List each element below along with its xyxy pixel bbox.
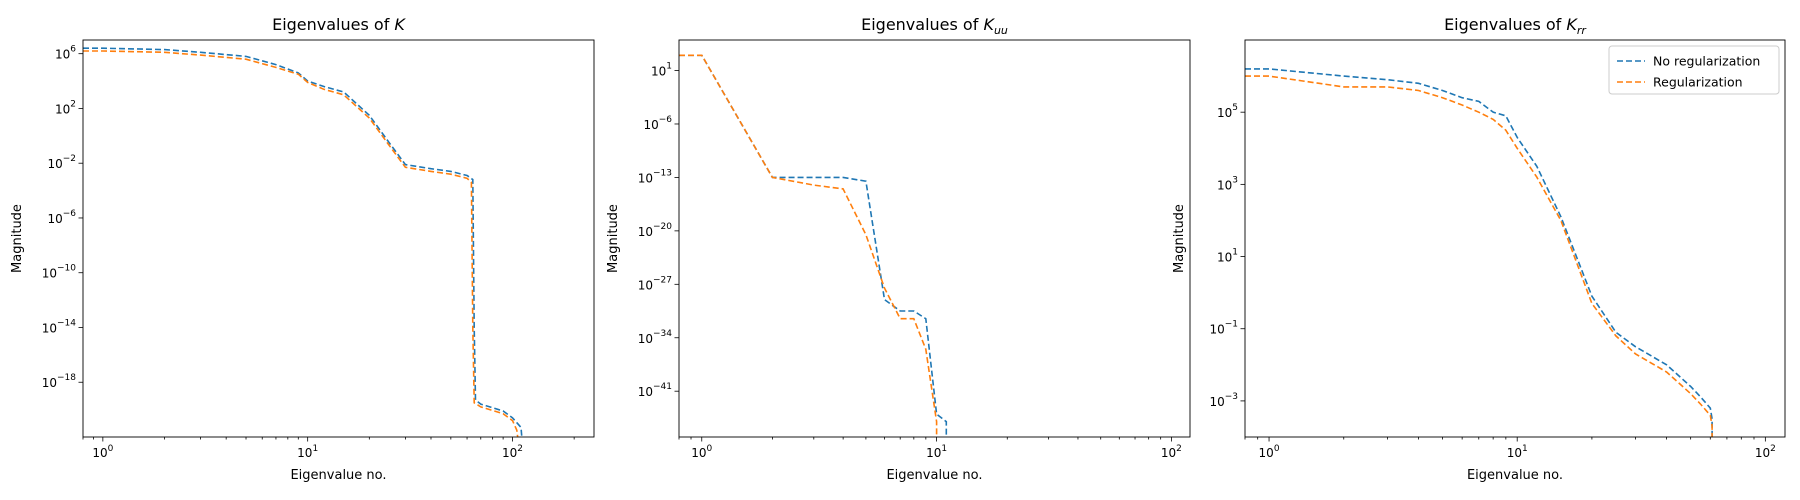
x-tick-label: 102 [502,444,523,460]
y-tick-label: 10−2 [47,154,76,171]
x-axis-label: Eigenvalue no. [290,468,386,483]
plot-frame [678,39,1191,438]
x-tick-label: 102 [1755,444,1776,460]
series-line-regularization [1245,75,1713,437]
y-axis-label: Magnitude [10,204,25,273]
y-tick-label: 10−3 [1209,391,1238,408]
x-tick-label: 101 [1507,444,1528,460]
legend: No regularization Regularization [1608,45,1780,95]
legend-label: Regularization [1653,75,1743,90]
x-tick-label: 100 [92,444,113,460]
y-tick-label: 10−6 [47,208,76,225]
y-tick-label: 101 [1217,247,1238,264]
chart-title: Eigenvalues of Kuu [861,15,1008,37]
chart-title: Eigenvalues of K [272,15,406,34]
x-axis-label: Eigenvalue no. [1467,468,1563,483]
y-tick-label: 10−14 [42,318,77,335]
y-tick-label: 10−6 [643,114,672,131]
x-tick-label: 101 [926,444,947,460]
y-tick-label: 10−34 [638,328,673,345]
y-tick-label: 10−1 [1209,319,1238,336]
series-line-regularization [83,50,519,437]
y-tick-label: 105 [1217,103,1238,120]
y-tick-label: 10−27 [638,275,672,292]
plot-frame [1244,39,1786,438]
series-line-no-regularization [83,47,523,437]
legend-label: No regularization [1653,54,1760,69]
x-tick-label: 101 [297,444,318,460]
y-tick-label: 10−41 [638,382,672,399]
series-line-regularization [679,54,938,437]
y-tick-label: 10−20 [638,221,673,238]
legend-box [1608,45,1780,95]
chart-3: 100 101 102 105 103 101 10−1 10−3 Eigenvalues of… [1172,15,1786,483]
plot-frame [82,39,595,438]
y-tick-label: 102 [55,99,76,116]
series-line-no-regularization [1245,68,1713,437]
x-tick-label: 102 [1161,444,1182,460]
x-tick-label: 100 [691,444,712,460]
y-tick-label: 10−13 [638,168,672,185]
y-axis-label: Magnitude [1172,204,1187,273]
x-axis-label: Eigenvalue no. [886,468,982,483]
y-tick-label: 10−18 [42,373,77,390]
y-tick-label: 103 [1217,175,1238,192]
y-tick-label: 10−10 [42,263,77,280]
x-tick-label: 100 [1259,444,1280,460]
y-tick-label: 101 [651,61,672,78]
chart-title: Eigenvalues of Krr [1444,15,1587,37]
chart-2: 100 101 102 101 10−6 10−13 10−20 10−27 10−34 10−4… [606,15,1191,483]
series-line-no-regularization [679,54,948,437]
y-tick-label: 106 [55,44,76,61]
chart-1: 100 101 102 106 102 10−2 10−6 10−10 10−14 10−18 Ei… [10,15,595,483]
y-axis-label: Magnitude [606,204,621,273]
